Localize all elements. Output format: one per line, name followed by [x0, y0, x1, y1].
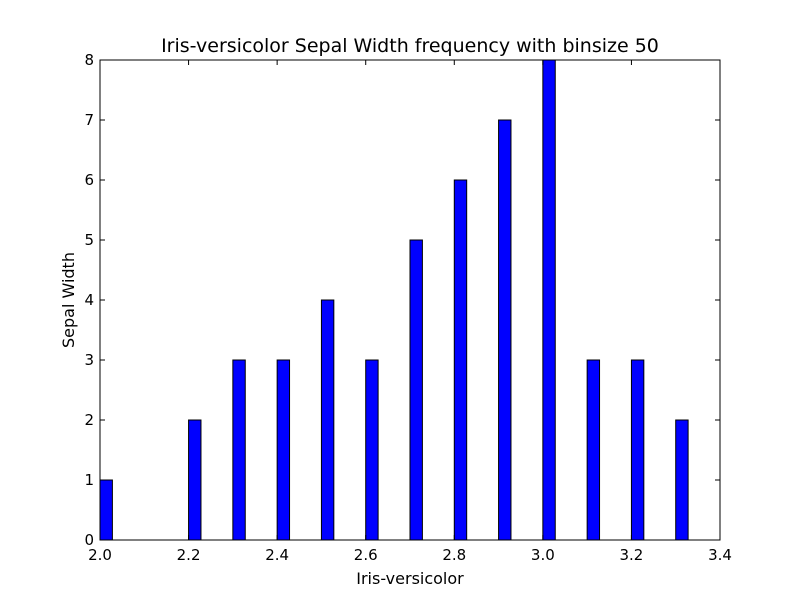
x-tick-label-1: 2.2	[177, 546, 201, 564]
x-tick-label-5: 3.0	[531, 546, 555, 564]
bar-12	[675, 419, 689, 541]
x-tick-label-6: 3.2	[619, 546, 643, 564]
bar-6	[409, 239, 423, 541]
x-axis-label: Iris-versicolor	[356, 569, 464, 588]
y-tick-label-3: 3	[84, 351, 94, 369]
x-tick-label-2: 2.4	[265, 546, 289, 564]
bar-3	[276, 359, 291, 541]
bar-9	[542, 59, 556, 541]
y-tick-label-0: 0	[84, 531, 94, 549]
ticks-layer: 2.0 2.2 2.4 2.6 2.8 3.0 3.2 3.4 0 1 2 3 4 5 6 7 8	[84, 51, 731, 564]
bar-11	[630, 359, 645, 541]
y-tick-label-2: 2	[84, 411, 94, 429]
y-axis-label: Sepal Width	[59, 252, 78, 348]
y-tick-label-8: 8	[84, 51, 94, 69]
x-tick-label-3: 2.6	[354, 546, 378, 564]
bar-2	[232, 359, 246, 541]
bar-0	[99, 479, 113, 541]
bars-layer	[99, 59, 689, 541]
y-tick-label-5: 5	[84, 231, 94, 249]
x-tick-label-0: 2.0	[88, 546, 112, 564]
x-tick-label-7: 3.4	[708, 546, 732, 564]
bar-4	[320, 299, 335, 541]
y-tick-label-1: 1	[84, 471, 94, 489]
bar-10	[586, 359, 601, 541]
y-tick-label-4: 4	[84, 291, 94, 309]
bar-1	[188, 419, 202, 541]
y-tick-label-7: 7	[84, 111, 94, 129]
bar-7	[453, 179, 468, 541]
chart-title: Iris-versicolor Sepal Width frequency wi…	[161, 35, 659, 57]
y-tick-label-6: 6	[84, 171, 94, 189]
x-tick-label-4: 2.8	[442, 546, 466, 564]
bar-5	[365, 359, 379, 541]
bar-8	[498, 119, 512, 541]
